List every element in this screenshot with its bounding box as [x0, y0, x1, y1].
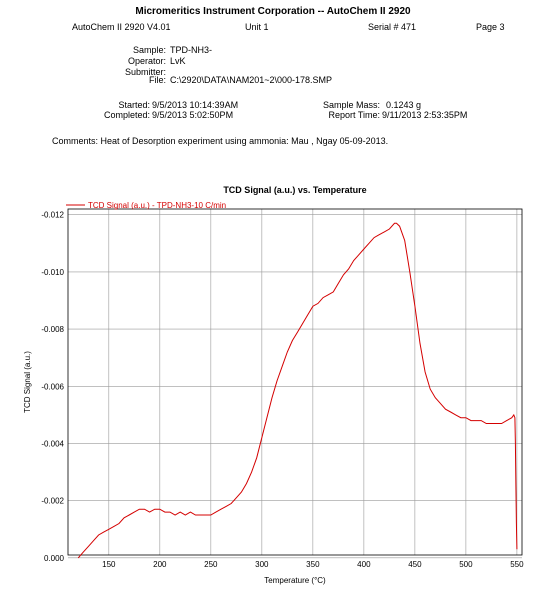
chart-title: TCD Signal (a.u.) vs. Temperature: [223, 185, 366, 195]
started-label: Started:: [118, 100, 150, 110]
y-tick-label: -0.010: [41, 268, 64, 277]
completed-value: 9/5/2013 5:02:50PM: [152, 110, 234, 120]
page-number: Page 3: [476, 22, 505, 32]
x-tick-label: 150: [102, 560, 116, 569]
file-value: C:\2920\DATA\NAM201~2\000-178.SMP: [170, 75, 332, 85]
x-tick-label: 400: [357, 560, 371, 569]
grid: [68, 209, 522, 559]
y-tick-label: -0.008: [41, 325, 64, 334]
series-line-tcd-signal: [77, 222, 518, 559]
x-tick-label: 500: [459, 560, 473, 569]
x-tick-label: 450: [408, 560, 422, 569]
legend-entry: TCD Signal (a.u.) - TPD-NH3-10 C/min: [88, 201, 226, 210]
y-tick-label: 0.000: [44, 554, 65, 563]
y-tick-label: -0.004: [41, 439, 64, 448]
file-label: File:: [148, 75, 166, 85]
x-tick-label: 200: [153, 560, 167, 569]
operator-label: Operator:: [127, 56, 166, 66]
x-axis-label: Temperature (°C): [264, 576, 326, 585]
operator-value: LvK: [170, 56, 186, 66]
x-tick-label: 350: [306, 560, 320, 569]
x-tick-label: 300: [255, 560, 269, 569]
serial-number: Serial # 471: [368, 22, 417, 32]
sample-mass-label: Sample Mass:: [322, 100, 380, 110]
y-axis-label: TCD Signal (a.u.): [23, 351, 32, 413]
submitter-label: Submitter:: [124, 67, 166, 77]
report-title: Micromeritics Instrument Corporation -- …: [135, 6, 411, 17]
sample-value: TPD-NH3-: [170, 45, 212, 55]
y-tick-label: -0.012: [41, 211, 64, 220]
sample-mass-value: 0.1243 g: [386, 100, 422, 110]
x-tick-label: 550: [510, 560, 524, 569]
y-tick-label: -0.002: [41, 497, 64, 506]
plot-frame: [67, 208, 523, 556]
report-time-value: 9/11/2013 2:53:35PM: [382, 110, 468, 120]
software-version: AutoChem II 2920 V4.01: [72, 22, 171, 32]
started-value: 9/5/2013 10:14:39AM: [152, 100, 239, 110]
comments: Comments: Heat of Desorption experiment …: [52, 136, 389, 146]
unit-label: Unit 1: [245, 22, 269, 32]
axis-ticks: 150 200 250 300 350 400 450 500 550 0.000 -0.002 -0…: [41, 211, 524, 569]
x-tick-label: 250: [204, 560, 218, 569]
y-tick-label: -0.006: [41, 382, 64, 391]
report-time-label: Report Time:: [328, 110, 380, 120]
completed-label: Completed:: [103, 110, 150, 120]
sample-label: Sample:: [132, 45, 166, 55]
